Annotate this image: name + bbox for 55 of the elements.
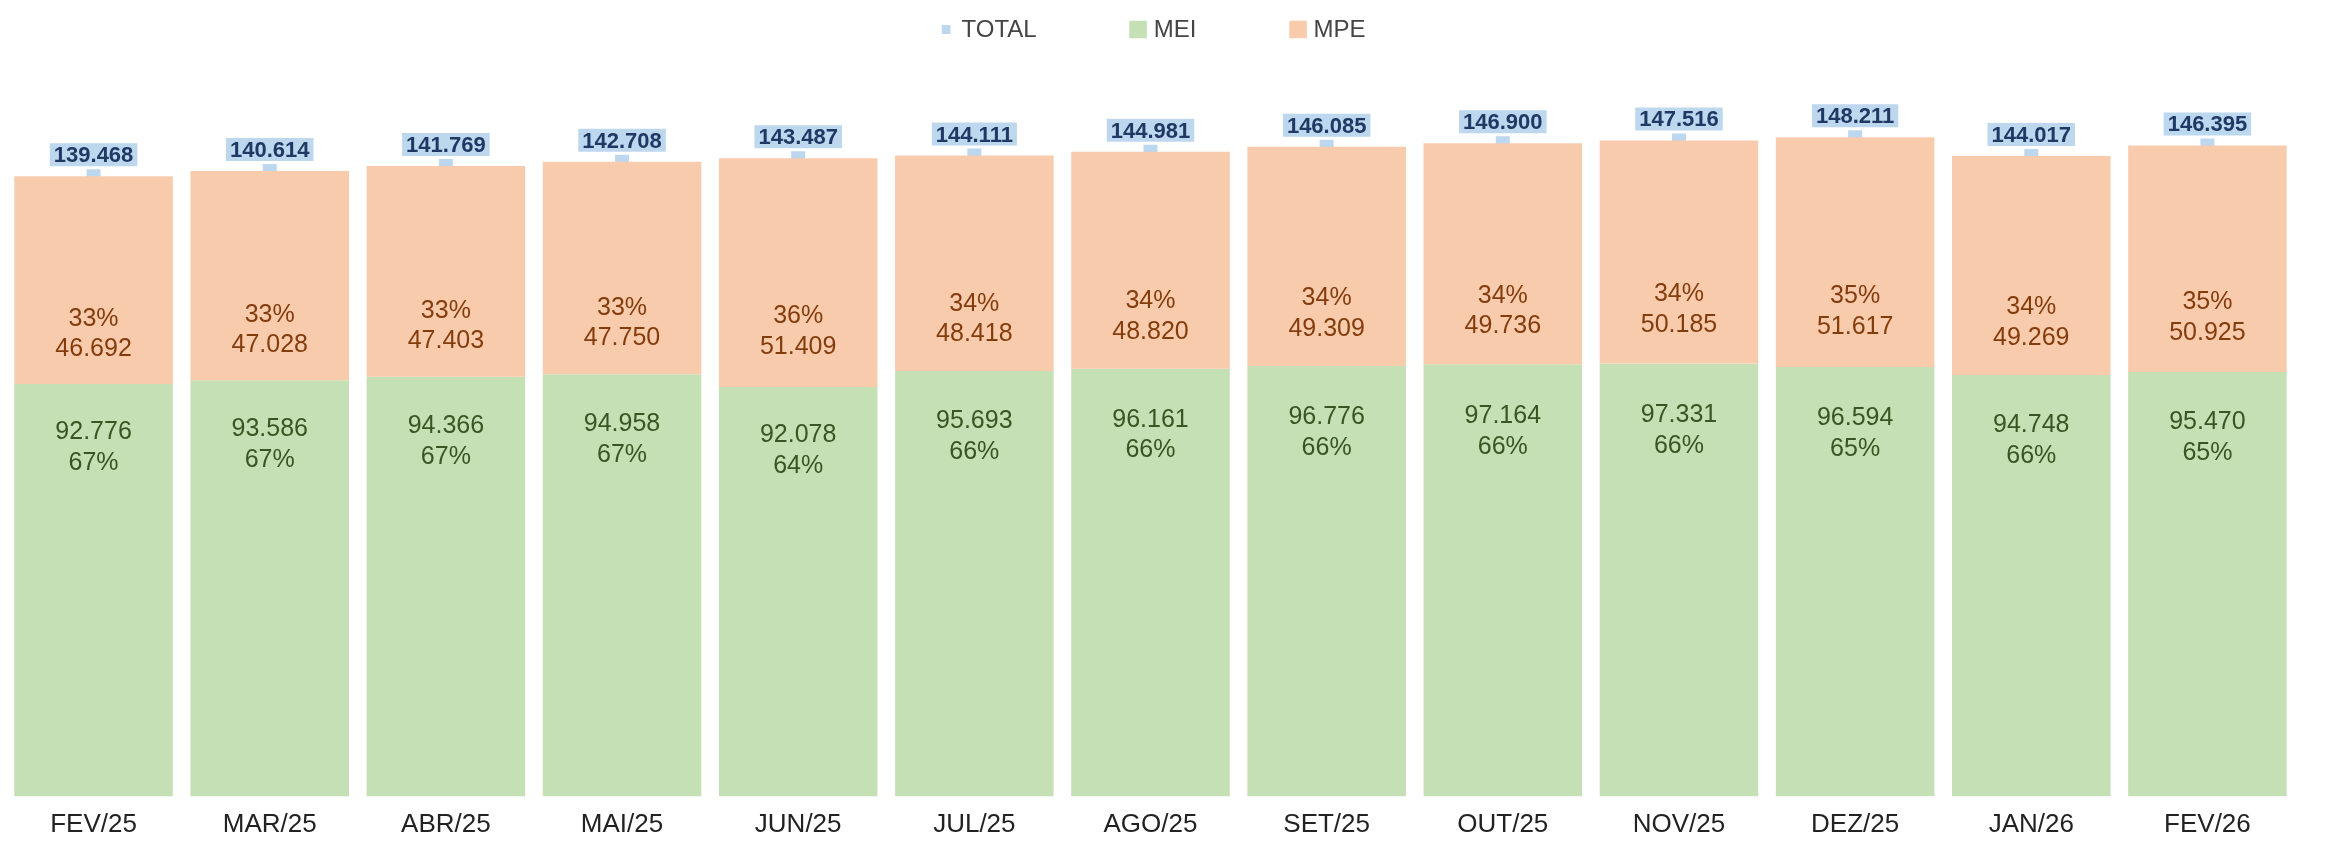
data-label: 94.366 67% xyxy=(407,410,485,470)
data-label: 34% 49.269 xyxy=(1993,290,2070,350)
x-tick-label: JUL/25 xyxy=(933,807,1016,838)
x-tick-label: MAR/25 xyxy=(222,807,317,838)
data-label: 96.776 66% xyxy=(1288,401,1365,461)
x-tick-label: OUT/25 xyxy=(1457,807,1549,838)
data-label: 92.078 64% xyxy=(759,419,837,478)
x-tick-label: ABR/25 xyxy=(401,807,491,838)
legend-label: MPE xyxy=(1313,15,1366,43)
data-label: 140.614 xyxy=(229,137,311,163)
data-label: 96.161 66% xyxy=(1112,403,1189,463)
data-label: 34% 49.736 xyxy=(1464,279,1542,339)
x-tick-label: FEV/26 xyxy=(2164,807,2251,838)
legend-label: MEI xyxy=(1153,15,1197,43)
data-label: 144.111 xyxy=(935,121,1013,147)
data-label: 33% 46.692 xyxy=(55,302,132,362)
data-label: 33% 47.750 xyxy=(583,291,661,351)
data-label: 95.470 65% xyxy=(2169,406,2246,465)
data-label: 35% 50.925 xyxy=(2169,285,2246,345)
data-label: 34% 48.418 xyxy=(936,287,1013,347)
data-label: 97.331 66% xyxy=(1640,399,1718,458)
data-label: 139.468 xyxy=(53,142,134,168)
data-label: 142.708 xyxy=(582,127,662,153)
data-label: 33% 47.028 xyxy=(231,298,308,358)
x-tick-label: FEV/25 xyxy=(50,807,137,838)
data-label: 96.594 65% xyxy=(1816,401,1894,461)
data-label: 35% 51.617 xyxy=(1816,280,1894,339)
data-label: 148.211 xyxy=(1815,103,1895,129)
data-label: 34% 50.185 xyxy=(1640,278,1718,338)
x-tick-label: DEZ/25 xyxy=(1811,807,1900,838)
x-tick-label: MAI/25 xyxy=(580,807,664,838)
data-label: 34% 48.820 xyxy=(1112,285,1189,344)
x-tick-label: SET/25 xyxy=(1283,807,1371,838)
data-label: 94.748 66% xyxy=(1993,408,2070,468)
data-label: 92.776 67% xyxy=(55,416,132,476)
data-label: 147.516 xyxy=(1639,106,1719,132)
data-label: 33% 47.403 xyxy=(407,294,485,354)
data-label: 97.164 66% xyxy=(1464,399,1542,459)
x-tick-label: JUN/25 xyxy=(754,807,842,838)
data-label: 36% 51.409 xyxy=(759,300,837,360)
data-label: 146.900 xyxy=(1463,109,1543,135)
x-tick-label: NOV/25 xyxy=(1632,807,1726,838)
data-label: 144.017 xyxy=(1991,121,2072,147)
data-label: 146.395 xyxy=(2167,111,2248,137)
data-label: 141.769 xyxy=(406,131,486,157)
data-label: 144.981 xyxy=(1110,117,1191,143)
x-tick-label: JAN/26 xyxy=(1988,807,2074,838)
data-label: 143.487 xyxy=(758,124,838,150)
data-label: 95.693 66% xyxy=(936,405,1013,465)
x-tick-label: AGO/25 xyxy=(1103,807,1198,838)
data-label: 93.586 67% xyxy=(231,413,308,473)
data-label: 94.958 67% xyxy=(583,408,661,467)
legend-label: TOTAL xyxy=(961,15,1037,43)
data-label: 34% 49.309 xyxy=(1288,281,1365,341)
data-label: 146.085 xyxy=(1286,112,1367,138)
